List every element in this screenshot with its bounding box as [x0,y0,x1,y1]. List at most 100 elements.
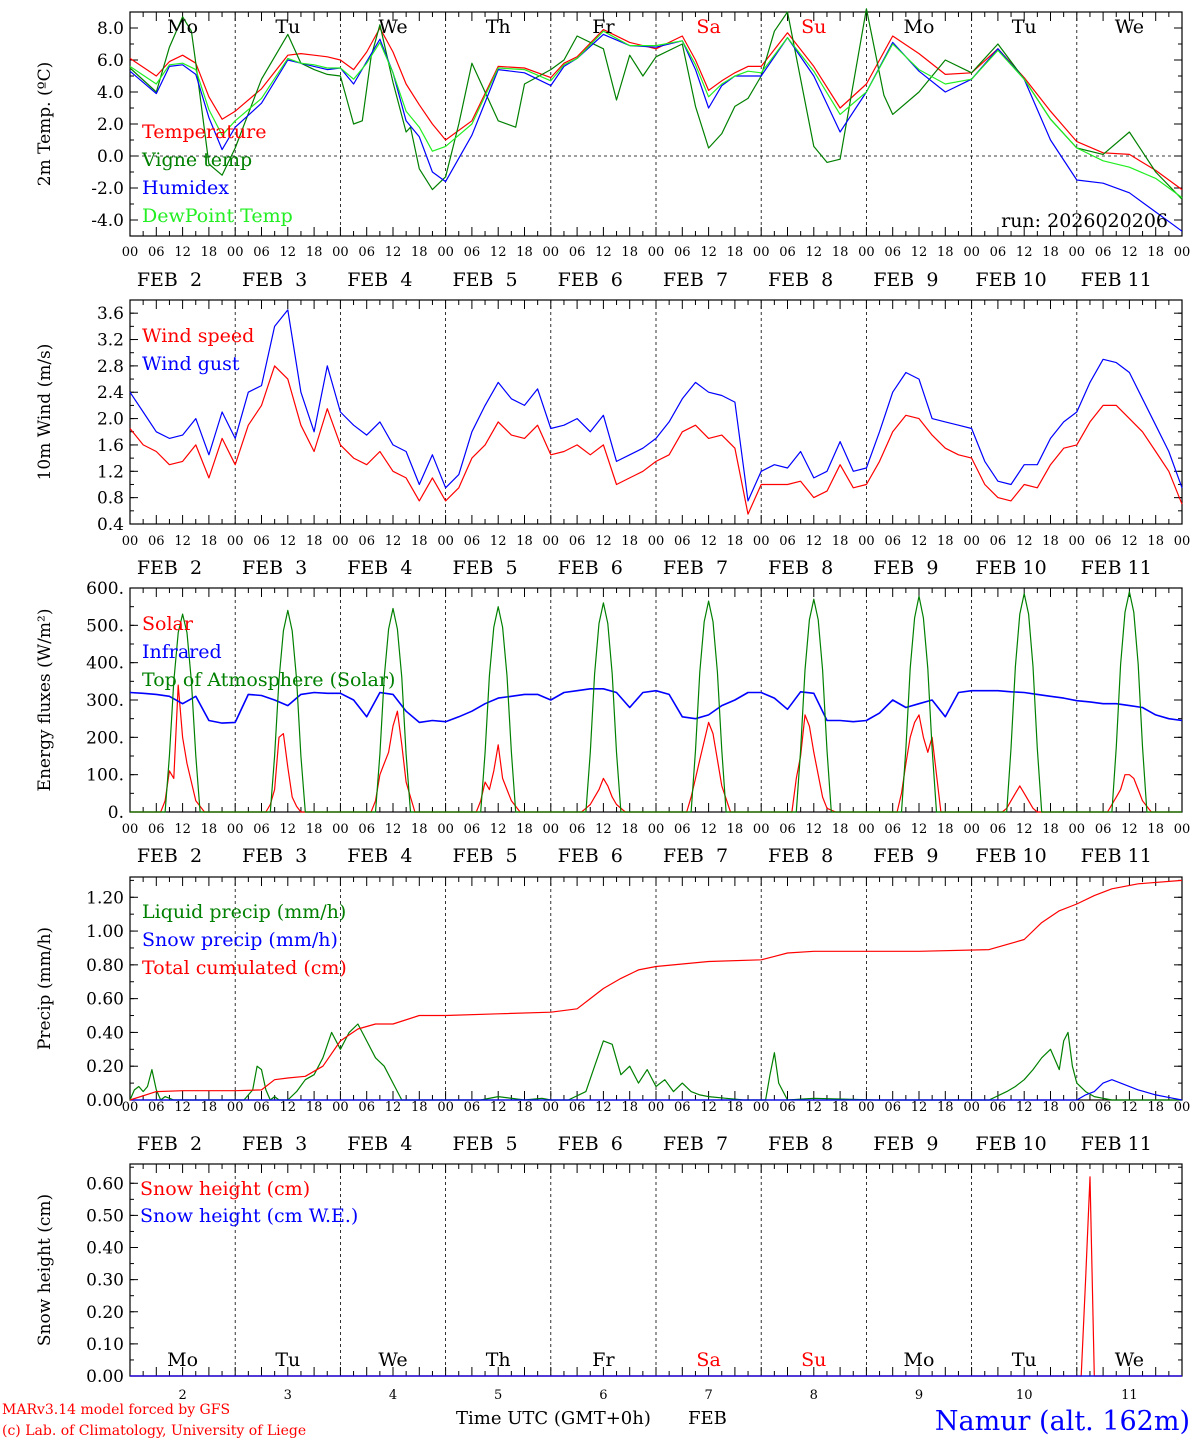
hour-label: 12 [700,245,717,260]
y-tick-label: 6.0 [97,51,124,71]
hour-label: 00 [122,245,139,260]
hour-label: 12 [911,245,928,260]
hour-label: 00 [1174,245,1191,260]
y-axis-title: 10m Wind (m/s) [35,344,55,481]
date-label: FEB 7 [663,269,728,291]
legend-snowwe: Snow height (cm W.E.) [140,1205,358,1227]
series-line-toa [130,591,1182,813]
hour-label: 00 [1174,1100,1191,1115]
hour-label: 12 [385,822,402,837]
hour-label: 18 [1042,1100,1059,1115]
weekday-label: Mo [167,16,198,38]
hour-label: 00 [858,1100,875,1115]
hour-label: 06 [358,822,375,837]
hour-label: 06 [464,534,481,549]
y-tick-label: 600. [86,579,124,599]
hour-label: 12 [806,534,823,549]
series-line-cumul [129,879,1183,1101]
hour-label: 06 [569,245,586,260]
run-annotation: run: 2026020206 [1001,210,1168,232]
hour-label: 18 [727,534,744,549]
hour-label: 00 [437,822,454,837]
date-label: FEB 4 [347,269,412,291]
hour-label: 06 [253,245,270,260]
date-label: FEB 6 [558,845,623,867]
hour-label: 18 [727,245,744,260]
hour-label: 00 [332,245,349,260]
hour-label: 06 [990,822,1007,837]
hour-label: 18 [516,1100,533,1115]
hour-label: 12 [700,534,717,549]
legend-vigne: Vigne temp [141,149,252,171]
weekday-label: Su [801,16,826,38]
y-tick-label: 3.6 [97,304,124,324]
series-line-temp [129,27,1183,191]
date-label: FEB 5 [452,845,517,867]
y-axis-title: 2m Temp. (ºC) [35,62,55,187]
hour-label: 00 [543,534,560,549]
date-label: FEB 10 [975,269,1046,291]
legend-temp: Temperature [142,121,266,143]
legend-toa: Top of Atmosphere (Solar) [142,669,395,691]
weekday-label: Mo [167,1349,198,1371]
hour-label: 06 [569,822,586,837]
date-label: FEB 3 [242,1133,307,1155]
series-line-humidex [129,33,1183,232]
hour-label: 00 [227,822,244,837]
date-label: FEB 9 [873,845,938,867]
hour-label: 12 [280,1100,297,1115]
y-tick-label: 0.10 [86,1335,124,1355]
date-label: FEB 6 [558,557,623,579]
hour-label: 00 [648,534,665,549]
date-label: FEB 4 [347,1133,412,1155]
day-number: 10 [1016,1388,1033,1403]
hour-label: 06 [674,1100,691,1115]
date-label: FEB 6 [558,1133,623,1155]
date-label: FEB 7 [663,557,728,579]
hour-label: 18 [201,822,218,837]
date-label: FEB 11 [1081,557,1152,579]
hour-label: 06 [990,1100,1007,1115]
y-tick-label: -2.0 [91,179,124,199]
day-number: 3 [284,1388,292,1403]
hour-label: 18 [832,1100,849,1115]
hour-label: 18 [937,1100,954,1115]
hour-label: 00 [332,1100,349,1115]
y-tick-label: 3.2 [97,331,124,351]
date-label: FEB 4 [347,557,412,579]
hour-label: 06 [358,1100,375,1115]
hour-label: 00 [227,245,244,260]
hour-label: 06 [884,822,901,837]
date-label: FEB 7 [663,1133,728,1155]
date-label: FEB 10 [975,557,1046,579]
hour-label: 06 [884,1100,901,1115]
hour-label: 12 [1121,245,1138,260]
hour-label: 18 [621,1100,638,1115]
y-axis-title: Precip (mm/h) [35,927,55,1050]
series-line-snowp [130,1079,1183,1101]
legend-wind_gust: Wind gust [142,353,240,375]
date-label: FEB 2 [137,845,202,867]
hour-label: 06 [148,1100,165,1115]
y-tick-label: 1.2 [97,462,124,482]
hour-label: 18 [937,534,954,549]
hour-label: 12 [280,822,297,837]
station-name: Namur (alt. 162m) [935,1406,1190,1437]
hour-label: 18 [937,822,954,837]
legend-snowh: Snow height (cm) [140,1178,310,1200]
lab-credit: (c) Lab. of Climatology, University of L… [2,1423,306,1439]
legend-cumul: Total cumulated (cm) [142,957,347,979]
weekday-label: Su [801,1349,826,1371]
weekday-label: Th [486,1349,511,1371]
hour-label: 00 [122,534,139,549]
weekday-label: We [1115,1349,1144,1371]
hour-label: 18 [201,1100,218,1115]
hour-label: 12 [490,534,507,549]
plot-frame [129,587,1183,813]
hour-label: 12 [174,245,191,260]
hour-label: 06 [464,1100,481,1115]
hour-label: 00 [543,822,560,837]
hour-label: 18 [1147,822,1164,837]
day-number: 5 [494,1388,502,1403]
